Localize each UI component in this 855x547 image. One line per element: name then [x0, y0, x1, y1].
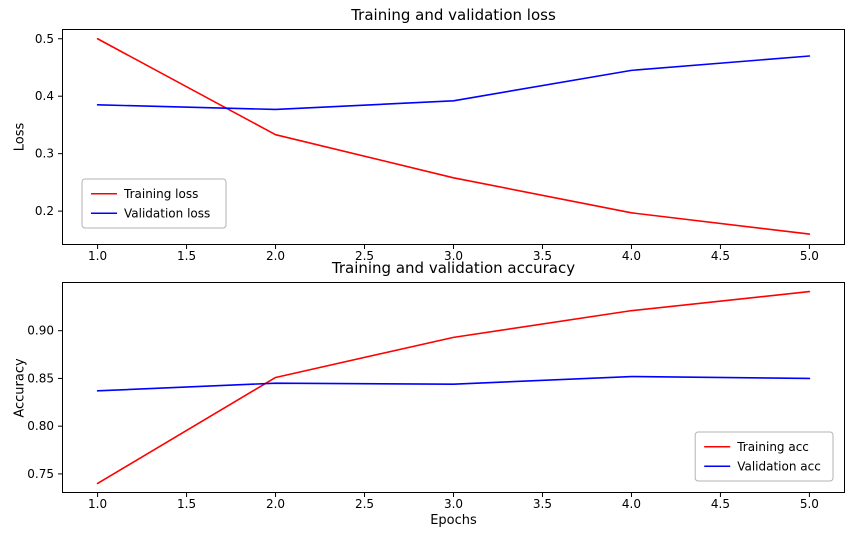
legend-box — [694, 431, 834, 482]
axes-frame — [62, 282, 845, 493]
series-line-validation-acc — [96, 375, 811, 392]
accuracy-chart-title: Training and validation accuracy — [331, 259, 576, 277]
x-tick-label: 1.0 — [88, 497, 107, 511]
y-tick-label: 0.75 — [27, 467, 54, 481]
x-tick-label: 4.5 — [711, 497, 730, 511]
accuracy-chart: Training and validation accuracy Accurac… — [13, 259, 845, 528]
legend-label: Validation loss — [124, 206, 210, 220]
legend: Training loss Validation loss — [81, 178, 227, 229]
y-tick-label: 0.5 — [35, 32, 54, 46]
x-tick-label: 2.5 — [355, 249, 374, 263]
loss-chart-title: Training and validation loss — [351, 6, 556, 24]
x-tick-label: 4.0 — [622, 249, 641, 263]
y-tick-label: 0.85 — [27, 371, 54, 385]
x-tick-label: 5.0 — [800, 497, 819, 511]
x-tick-label: 3.0 — [444, 497, 463, 511]
x-tick-label: 2.5 — [355, 497, 374, 511]
y-tick-label: 0.90 — [27, 324, 54, 338]
x-tick-label: 3.5 — [533, 249, 552, 263]
accuracy-y-axis-label: Accuracy — [12, 357, 28, 418]
axes-frame — [62, 29, 845, 245]
loss-plot-area: 1.0 1.5 2.0 2.5 3.0 3.5 4.0 4.5 5.0 0.2 0.3 0.4 0.5 T… — [35, 29, 845, 263]
x-tick-label: 5.0 — [800, 249, 819, 263]
x-tick-label: 3.5 — [533, 497, 552, 511]
x-tick-label: 1.5 — [177, 249, 196, 263]
accuracy-chart-canvas: 1.0 1.5 2.0 2.5 3.0 3.5 4.0 4.5 5.0 0.75 0.80 0.85 0… — [27, 282, 845, 511]
x-tick-label: 2.0 — [266, 249, 285, 263]
series-line-training-acc — [96, 290, 811, 485]
accuracy-plot-area: 1.0 1.5 2.0 2.5 3.0 3.5 4.0 4.5 5.0 0.75 0.80 0.85 0… — [27, 282, 845, 511]
loss-chart-canvas: 1.0 1.5 2.0 2.5 3.0 3.5 4.0 4.5 5.0 0.2 0.3 0.4 0.5 T… — [35, 29, 845, 263]
y-tick-label: 0.4 — [35, 89, 54, 103]
legend-label: Training acc — [736, 440, 809, 454]
x-axis-label: Epochs — [430, 513, 477, 528]
y-tick-label: 0.3 — [35, 147, 54, 161]
x-tick-label: 1.0 — [88, 249, 107, 263]
legend-label: Validation acc — [737, 459, 821, 473]
x-tick-label: 3.0 — [444, 249, 463, 263]
y-tick-label: 0.80 — [27, 419, 54, 433]
x-tick-label: 2.0 — [266, 497, 285, 511]
legend: Training acc Validation acc — [694, 431, 834, 482]
loss-chart: Training and validation loss Loss 1.0 1.5… — [13, 6, 845, 263]
legend-box — [81, 178, 227, 229]
legend-label: Training loss — [123, 187, 198, 201]
y-tick-label: 0.2 — [35, 204, 54, 218]
x-tick-label: 1.5 — [177, 497, 196, 511]
loss-y-axis-label: Loss — [12, 122, 28, 152]
x-tick-label: 4.5 — [711, 249, 730, 263]
series-line-training-loss — [96, 37, 811, 235]
x-tick-label: 4.0 — [622, 497, 641, 511]
series-line-validation-loss — [96, 55, 811, 111]
